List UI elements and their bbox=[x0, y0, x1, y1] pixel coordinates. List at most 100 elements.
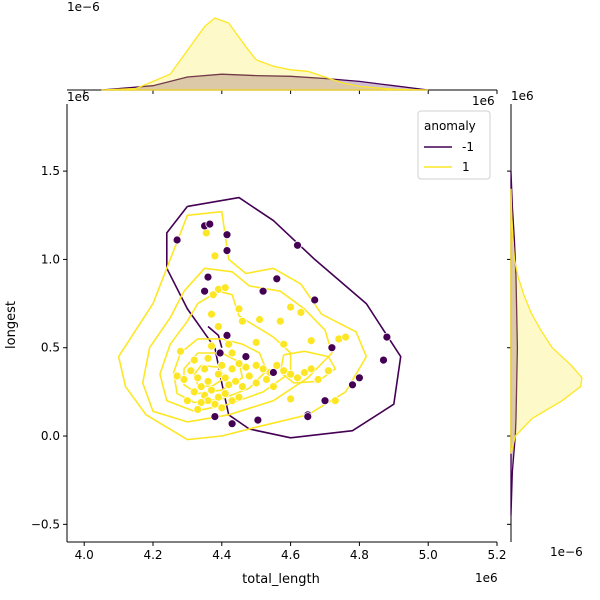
scatter-point-normal-23 bbox=[227, 348, 237, 358]
kde-contour-0-1 bbox=[207, 325, 223, 348]
scatter-point-anomaly-19 bbox=[379, 355, 388, 365]
kde-contour-1-2 bbox=[159, 290, 292, 413]
scatter-point-normal-17 bbox=[176, 346, 185, 356]
scatter-point-normal-11 bbox=[296, 307, 306, 317]
main-scatter-plot: 4.0 4.2 4.4 4.6 4.8 5.0 5.2 −0.5 0.0 0.5 1.0 1.5 bbox=[31, 104, 507, 562]
legend-title: anomaly bbox=[424, 119, 476, 133]
scatter-point-anomaly-3 bbox=[222, 230, 232, 240]
scatter-point-normal-28 bbox=[172, 371, 182, 381]
y-tick-label-2: 0.5 bbox=[41, 341, 60, 355]
scatter-point-normal-40 bbox=[279, 366, 289, 376]
y-tick-label-1: 0.0 bbox=[41, 429, 60, 443]
scatter-point-anomaly-17 bbox=[354, 373, 364, 383]
scatter-point-normal-12 bbox=[275, 316, 285, 326]
scatter-point-normal-4 bbox=[208, 290, 218, 300]
x-tick-label-5: 5.0 bbox=[419, 548, 438, 562]
scatter-point-normal-42 bbox=[293, 373, 302, 383]
scatter-point-normal-32 bbox=[220, 373, 230, 383]
scatter-point-normal-24 bbox=[217, 360, 227, 370]
scatter-point-normal-46 bbox=[323, 366, 333, 376]
x-tick-label-4: 4.8 bbox=[350, 548, 369, 562]
scatter-point-anomaly-15 bbox=[241, 352, 251, 362]
scatter-point-normal-62 bbox=[237, 382, 247, 392]
right-marginal-y-offset-label: 1e6 bbox=[511, 89, 534, 103]
scatter-point-anomaly-0 bbox=[172, 235, 182, 245]
scatter-point-normal-60 bbox=[224, 380, 234, 390]
right-marginal-density-anomaly bbox=[510, 171, 519, 516]
scatter-point-normal-34 bbox=[234, 359, 244, 369]
main-axes: 4.0 4.2 4.4 4.6 4.8 5.0 5.2 −0.5 0.0 0.5 1.0 1.5 bbox=[31, 104, 507, 562]
scatter-point-normal-31 bbox=[213, 369, 223, 379]
scatter-point-normal-9 bbox=[255, 315, 265, 324]
scatter-point-anomaly-20 bbox=[320, 396, 330, 406]
x-tick-label-6: 5.2 bbox=[487, 548, 506, 562]
scatter-point-normal-53 bbox=[213, 392, 223, 402]
scatter-point-normal-44 bbox=[306, 364, 316, 374]
scatter-point-normal-41 bbox=[286, 369, 296, 379]
scatter-point-normal-43 bbox=[299, 368, 309, 377]
y-tick-label-4: 1.5 bbox=[41, 164, 60, 178]
scatter-point-normal-3 bbox=[220, 283, 230, 293]
scatter-point-normal-30 bbox=[203, 376, 213, 386]
right-marginal-plot bbox=[507, 104, 583, 542]
top-marginal-density-anomaly bbox=[101, 73, 429, 91]
x-offset-label: 1e6 bbox=[475, 571, 498, 585]
scatter-point-anomaly-22 bbox=[303, 412, 313, 422]
scatter-point-anomaly-24 bbox=[227, 419, 237, 429]
scatter-point-anomaly-11 bbox=[222, 330, 232, 340]
top-marginal-density-normal bbox=[101, 17, 429, 91]
scatter-point-normal-36 bbox=[251, 360, 261, 370]
scatter-point-normal-25 bbox=[200, 364, 210, 374]
scatter-point-normal-29 bbox=[193, 373, 203, 383]
scatter-point-normal-47 bbox=[330, 396, 340, 406]
scatter-point-anomaly-5 bbox=[293, 240, 302, 250]
legend-entry-anomaly: -1 bbox=[462, 140, 474, 154]
scatter-point-normal-64 bbox=[251, 378, 261, 388]
scatter-point-anomaly-25 bbox=[210, 412, 220, 422]
scatter-point-normal-6 bbox=[237, 316, 247, 326]
scatter-point-normal-63 bbox=[244, 371, 254, 381]
scatter-point-normal-18 bbox=[251, 337, 261, 347]
scatter-point-normal-67 bbox=[182, 396, 192, 406]
scatter-point-normal-48 bbox=[286, 394, 296, 404]
scatter-point-normal-68 bbox=[227, 396, 237, 406]
kde-contours bbox=[117, 196, 402, 441]
scatter-point-normal-16 bbox=[189, 355, 199, 365]
top-marginal-x-offset-label: 1e6 bbox=[472, 94, 495, 108]
right-marginal-offset-label: 1e−6 bbox=[550, 545, 583, 559]
scatter-point-normal-33 bbox=[227, 364, 237, 374]
scatter-point-anomaly-14 bbox=[215, 348, 225, 358]
scatter-point-normal-1 bbox=[210, 251, 220, 261]
top-marginal-offset-label: 1e−6 bbox=[67, 0, 100, 14]
top-marginal-plot bbox=[67, 17, 498, 94]
scatter-point-normal-13 bbox=[224, 339, 234, 349]
scatter-point-normal-8 bbox=[234, 304, 244, 314]
scatter-point-normal-10 bbox=[286, 302, 296, 312]
scatter-point-normal-57 bbox=[210, 399, 220, 409]
scatter-point-normal-20 bbox=[306, 336, 316, 346]
scatter-point-anomaly-13 bbox=[327, 343, 337, 353]
scatter-point-normal-56 bbox=[196, 398, 206, 407]
scatter-point-normal-39 bbox=[272, 360, 282, 370]
scatter-point-anomaly-9 bbox=[272, 274, 282, 284]
scatter-point-anomaly-18 bbox=[348, 380, 357, 390]
scatter-point-normal-37 bbox=[258, 364, 268, 374]
scatter-point-anomaly-4 bbox=[222, 246, 232, 256]
x-tick-label-1: 4.2 bbox=[143, 548, 162, 562]
scatter-point-normal-52 bbox=[207, 385, 216, 395]
scatter-point-normal-49 bbox=[196, 382, 206, 392]
scatter-point-anomaly-6 bbox=[203, 272, 213, 282]
x-tick-label-3: 4.6 bbox=[281, 548, 300, 562]
y-tick-label-0: −0.5 bbox=[31, 517, 60, 531]
scatter-points bbox=[172, 219, 392, 429]
scatter-point-normal-54 bbox=[220, 389, 230, 399]
right-marginal-density-normal bbox=[510, 188, 583, 454]
scatter-point-normal-15 bbox=[203, 353, 213, 363]
scatter-point-normal-7 bbox=[213, 322, 223, 331]
scatter-point-normal-35 bbox=[241, 362, 251, 372]
scatter-point-normal-45 bbox=[313, 375, 323, 384]
kde-contour-1-1 bbox=[141, 267, 333, 423]
scatter-point-normal-61 bbox=[231, 376, 241, 386]
scatter-point-normal-27 bbox=[179, 375, 189, 384]
